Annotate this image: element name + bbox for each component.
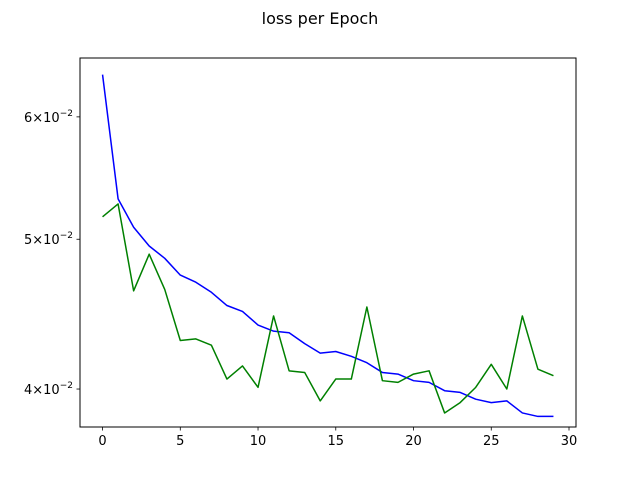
x-tick-label: 0 <box>98 434 106 449</box>
x-tick-label: 30 <box>561 434 578 449</box>
chart-title: loss per Epoch <box>262 9 379 28</box>
plot-area <box>101 74 554 418</box>
series-line-2 <box>102 203 554 414</box>
axes-frame <box>79 57 577 428</box>
y-tick-label: 6×10−2 <box>24 109 73 126</box>
x-tick-label: 5 <box>176 434 184 449</box>
y-axis: 4×10−2 5×10−2 6×10−2 <box>24 109 80 398</box>
x-tick-label: 15 <box>328 434 345 449</box>
x-tick-label: 25 <box>483 434 500 449</box>
x-tick-label: 10 <box>250 434 267 449</box>
y-tick-label: 4×10−2 <box>24 381 73 398</box>
series-line-1 <box>101 74 554 418</box>
x-tick-label: 20 <box>405 434 422 449</box>
x-axis: 0 5 10 15 20 25 30 <box>98 427 577 449</box>
y-tick-label: 5×10−2 <box>24 231 73 248</box>
